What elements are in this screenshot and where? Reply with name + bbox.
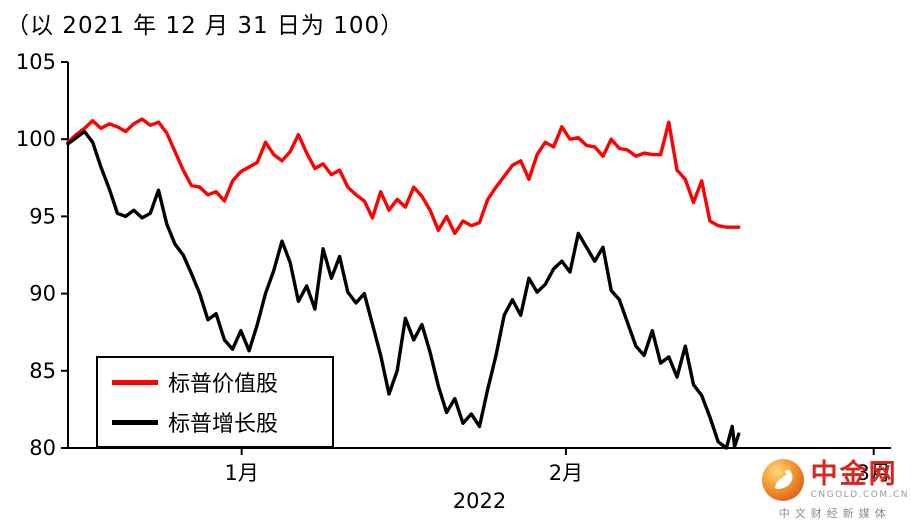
series-line-value xyxy=(66,117,741,236)
y-tick-label: 80 xyxy=(29,436,56,460)
cngold-logo-icon xyxy=(761,458,805,502)
value-line-swatch xyxy=(112,379,158,385)
y-tick-label: 95 xyxy=(29,204,56,228)
y-tick-label: 105 xyxy=(16,50,56,74)
watermark-tagline: 中文财经新媒体 xyxy=(778,507,891,520)
x-tick-label: 3月 xyxy=(857,461,891,485)
legend-item-value-stocks: 标普价值股 xyxy=(112,366,318,398)
legend-item-growth-stocks: 标普增长股 xyxy=(112,406,318,438)
y-tick-label: 90 xyxy=(29,282,56,306)
watermark-site: CNGOLD.COM.CN xyxy=(810,489,909,500)
growth-line-swatch xyxy=(112,419,158,425)
legend-label-growth-stocks: 标普增长股 xyxy=(168,412,279,437)
chart-title: （以 2021 年 12 月 31 日为 100） xyxy=(6,13,405,39)
x-axis-label: 2022 xyxy=(453,489,506,513)
legend-label-value-stocks: 标普价值股 xyxy=(168,372,279,397)
watermark: 中金网 CNGOLD.COM.CN 中文财经新媒体 xyxy=(761,458,909,521)
x-tick-label: 2月 xyxy=(549,461,583,485)
chart-legend: 标普价值股 标普增长股 xyxy=(96,356,334,448)
x-tick-label: 1月 xyxy=(224,461,258,485)
series-line-growth xyxy=(66,129,741,450)
y-tick-label: 85 xyxy=(29,359,56,383)
watermark-brand: 中金网 xyxy=(810,458,898,490)
y-tick-label: 100 xyxy=(16,127,56,151)
